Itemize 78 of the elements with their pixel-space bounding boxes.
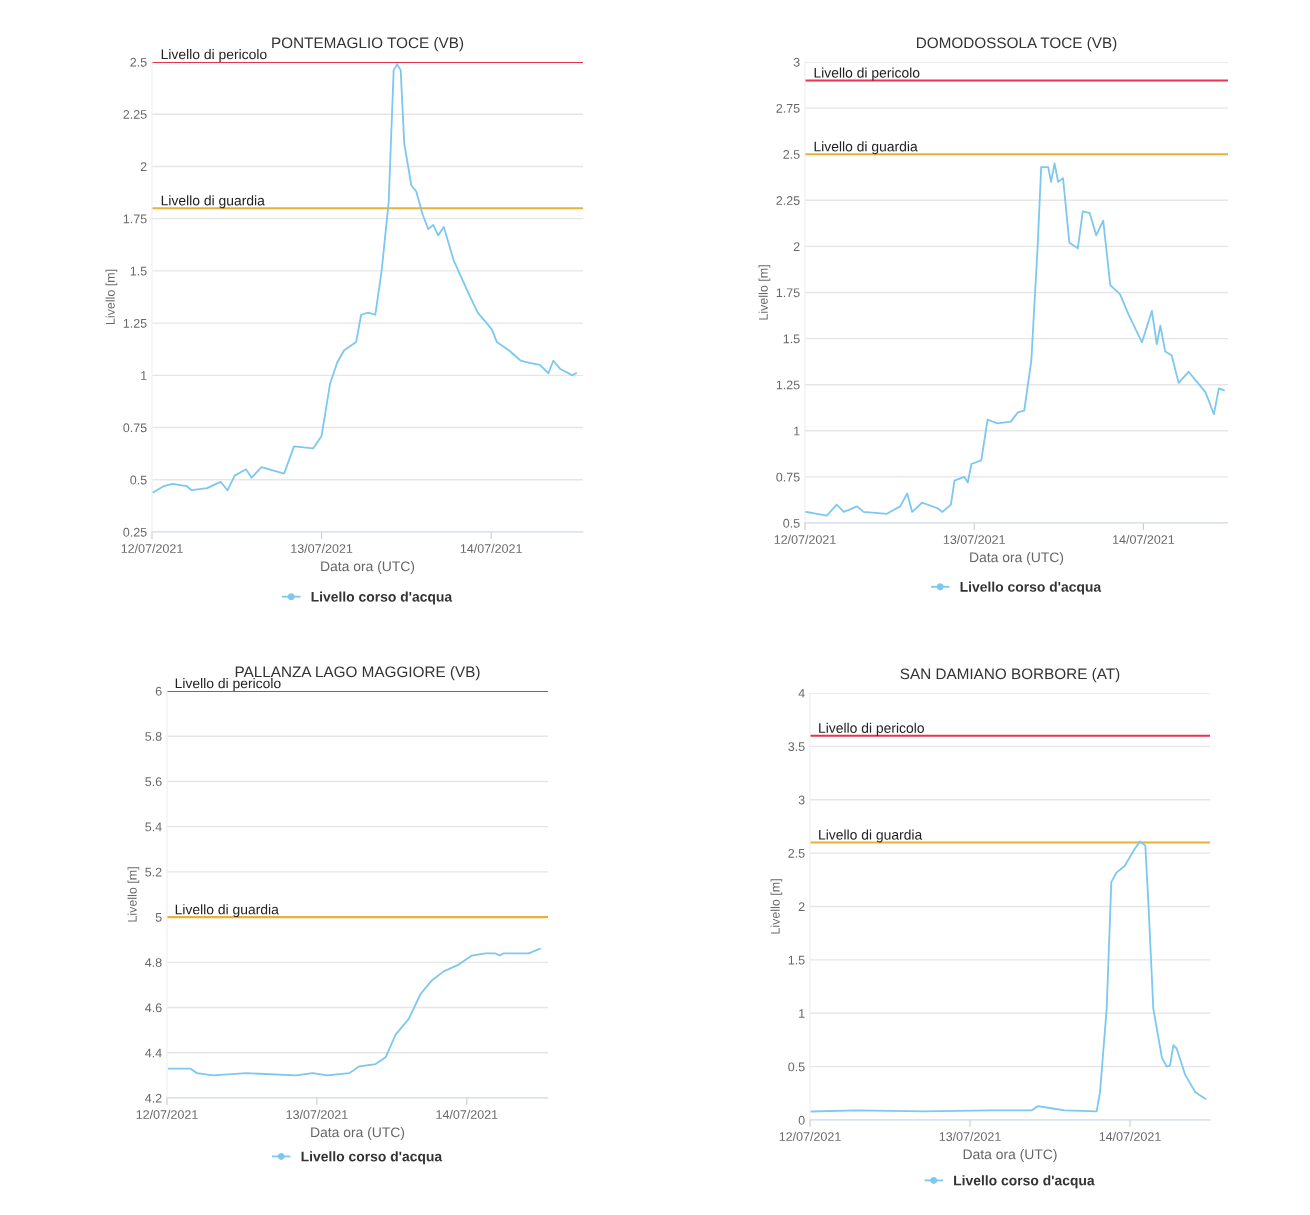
ref-line-label: Livello di pericolo [175, 678, 281, 691]
y-tick-label: 2 [793, 242, 800, 251]
y-tick-label: 2.25 [123, 110, 147, 119]
legend-label: Livello corso d'acqua [954, 1175, 1095, 1189]
y-tick-label: 2.75 [776, 103, 800, 113]
y-tick-label: 4.4 [145, 1048, 162, 1058]
y-tick-label: 2 [140, 162, 147, 171]
line-series [167, 947, 541, 1077]
y-tick-label: 3 [793, 57, 800, 67]
y-tick-label: 5.4 [145, 822, 162, 832]
y-tick-label: 1 [141, 371, 147, 380]
y-tick-label: 1.75 [776, 288, 800, 298]
ref-line-label: Livello di guardia [814, 141, 918, 155]
y-tick-label: 3.5 [788, 742, 805, 752]
ref-line-label: Livello di guardia [161, 195, 265, 209]
y-axis-title: Livello [m] [105, 269, 118, 325]
ref-line-label: Livello di pericolo [814, 67, 920, 81]
ref-line-label: Livello di guardia [175, 904, 279, 918]
x-tick-label: 12/07/2021 [774, 534, 836, 544]
chart-title: DOMODOSSOLA TOCE (VB) [917, 37, 1117, 52]
y-tick-label: 1.5 [783, 334, 800, 344]
x-axis-title: Data ora (UTC) [311, 1127, 405, 1140]
x-tick-label: 12/07/2021 [136, 1109, 198, 1119]
legend-label: Livello corso d'acqua [311, 591, 453, 605]
chart-title: SAN DAMIANO BORBORE (AT) [900, 668, 1120, 683]
x-axis-title: Data ora (UTC) [970, 552, 1064, 565]
y-tick-label: 4 [798, 688, 805, 698]
legend-label: Livello corso d'acqua [301, 1151, 443, 1165]
x-tick-label: 12/07/2021 [779, 1131, 841, 1141]
ref-line-label: Livello di pericolo [819, 722, 924, 736]
x-tick-label: 12/07/2021 [121, 543, 183, 553]
x-axis-title: Data ora (UTC) [963, 1149, 1057, 1162]
y-tick-label: 1.5 [130, 266, 147, 276]
y-tick-label: 0.75 [123, 423, 147, 433]
y-tick-label: 0.5 [130, 475, 147, 485]
line-series [152, 63, 577, 494]
x-axis-title: Data ora (UTC) [321, 561, 415, 574]
y-tick-label: 3 [798, 795, 805, 805]
y-tick-label: 1 [799, 1009, 805, 1018]
y-tick-label: 1 [794, 426, 800, 436]
y-tick-label: 4.6 [145, 1003, 162, 1013]
line-series [805, 162, 1225, 517]
x-tick-label: 13/07/2021 [286, 1109, 348, 1119]
y-tick-label: 1.25 [776, 380, 800, 390]
x-tick-label: 13/07/2021 [939, 1131, 1001, 1141]
ref-line-label: Livello di pericolo [161, 49, 267, 62]
x-tick-label: 14/07/2021 [460, 543, 522, 553]
x-tick-label: 13/07/2021 [943, 534, 1005, 544]
y-tick-label: 4.8 [145, 958, 162, 967]
y-tick-label: 2.5 [130, 57, 147, 67]
chart-title: PONTEMAGLIO TOCE (VB) [272, 37, 464, 52]
y-tick-label: 5.8 [145, 732, 162, 741]
y-tick-label: 0.5 [788, 1062, 805, 1072]
x-tick-label: 14/07/2021 [436, 1109, 498, 1119]
y-tick-label: 0.25 [123, 527, 147, 537]
x-tick-label: 14/07/2021 [1099, 1131, 1161, 1141]
ref-line-label: Livello di guardia [819, 829, 923, 843]
y-tick-label: 2.5 [783, 150, 800, 159]
y-tick-label: 4.2 [145, 1093, 162, 1103]
y-tick-label: 2 [798, 902, 805, 912]
y-tick-label: 5.2 [145, 867, 162, 877]
y-tick-label: 0.5 [783, 518, 800, 528]
y-tick-label: 1.75 [123, 214, 147, 224]
y-tick-label: 5 [155, 913, 162, 922]
y-tick-label: 0 [798, 1115, 805, 1125]
y-tick-label: 2.25 [776, 196, 800, 205]
y-axis-title: Livello [m] [758, 265, 771, 320]
y-tick-label: 0.75 [776, 472, 800, 482]
y-axis-title: Livello [m] [770, 879, 783, 934]
legend-label: Livello corso d'acqua [960, 581, 1102, 595]
x-tick-label: 13/07/2021 [291, 543, 353, 553]
x-tick-label: 14/07/2021 [1113, 534, 1175, 544]
y-tick-label: 5.6 [145, 777, 162, 787]
y-tick-label: 6 [155, 686, 162, 696]
y-tick-label: 1.25 [123, 318, 147, 328]
y-tick-label: 2.5 [788, 848, 805, 858]
y-tick-label: 1.5 [788, 955, 805, 965]
y-axis-title: Livello [m] [127, 867, 140, 922]
